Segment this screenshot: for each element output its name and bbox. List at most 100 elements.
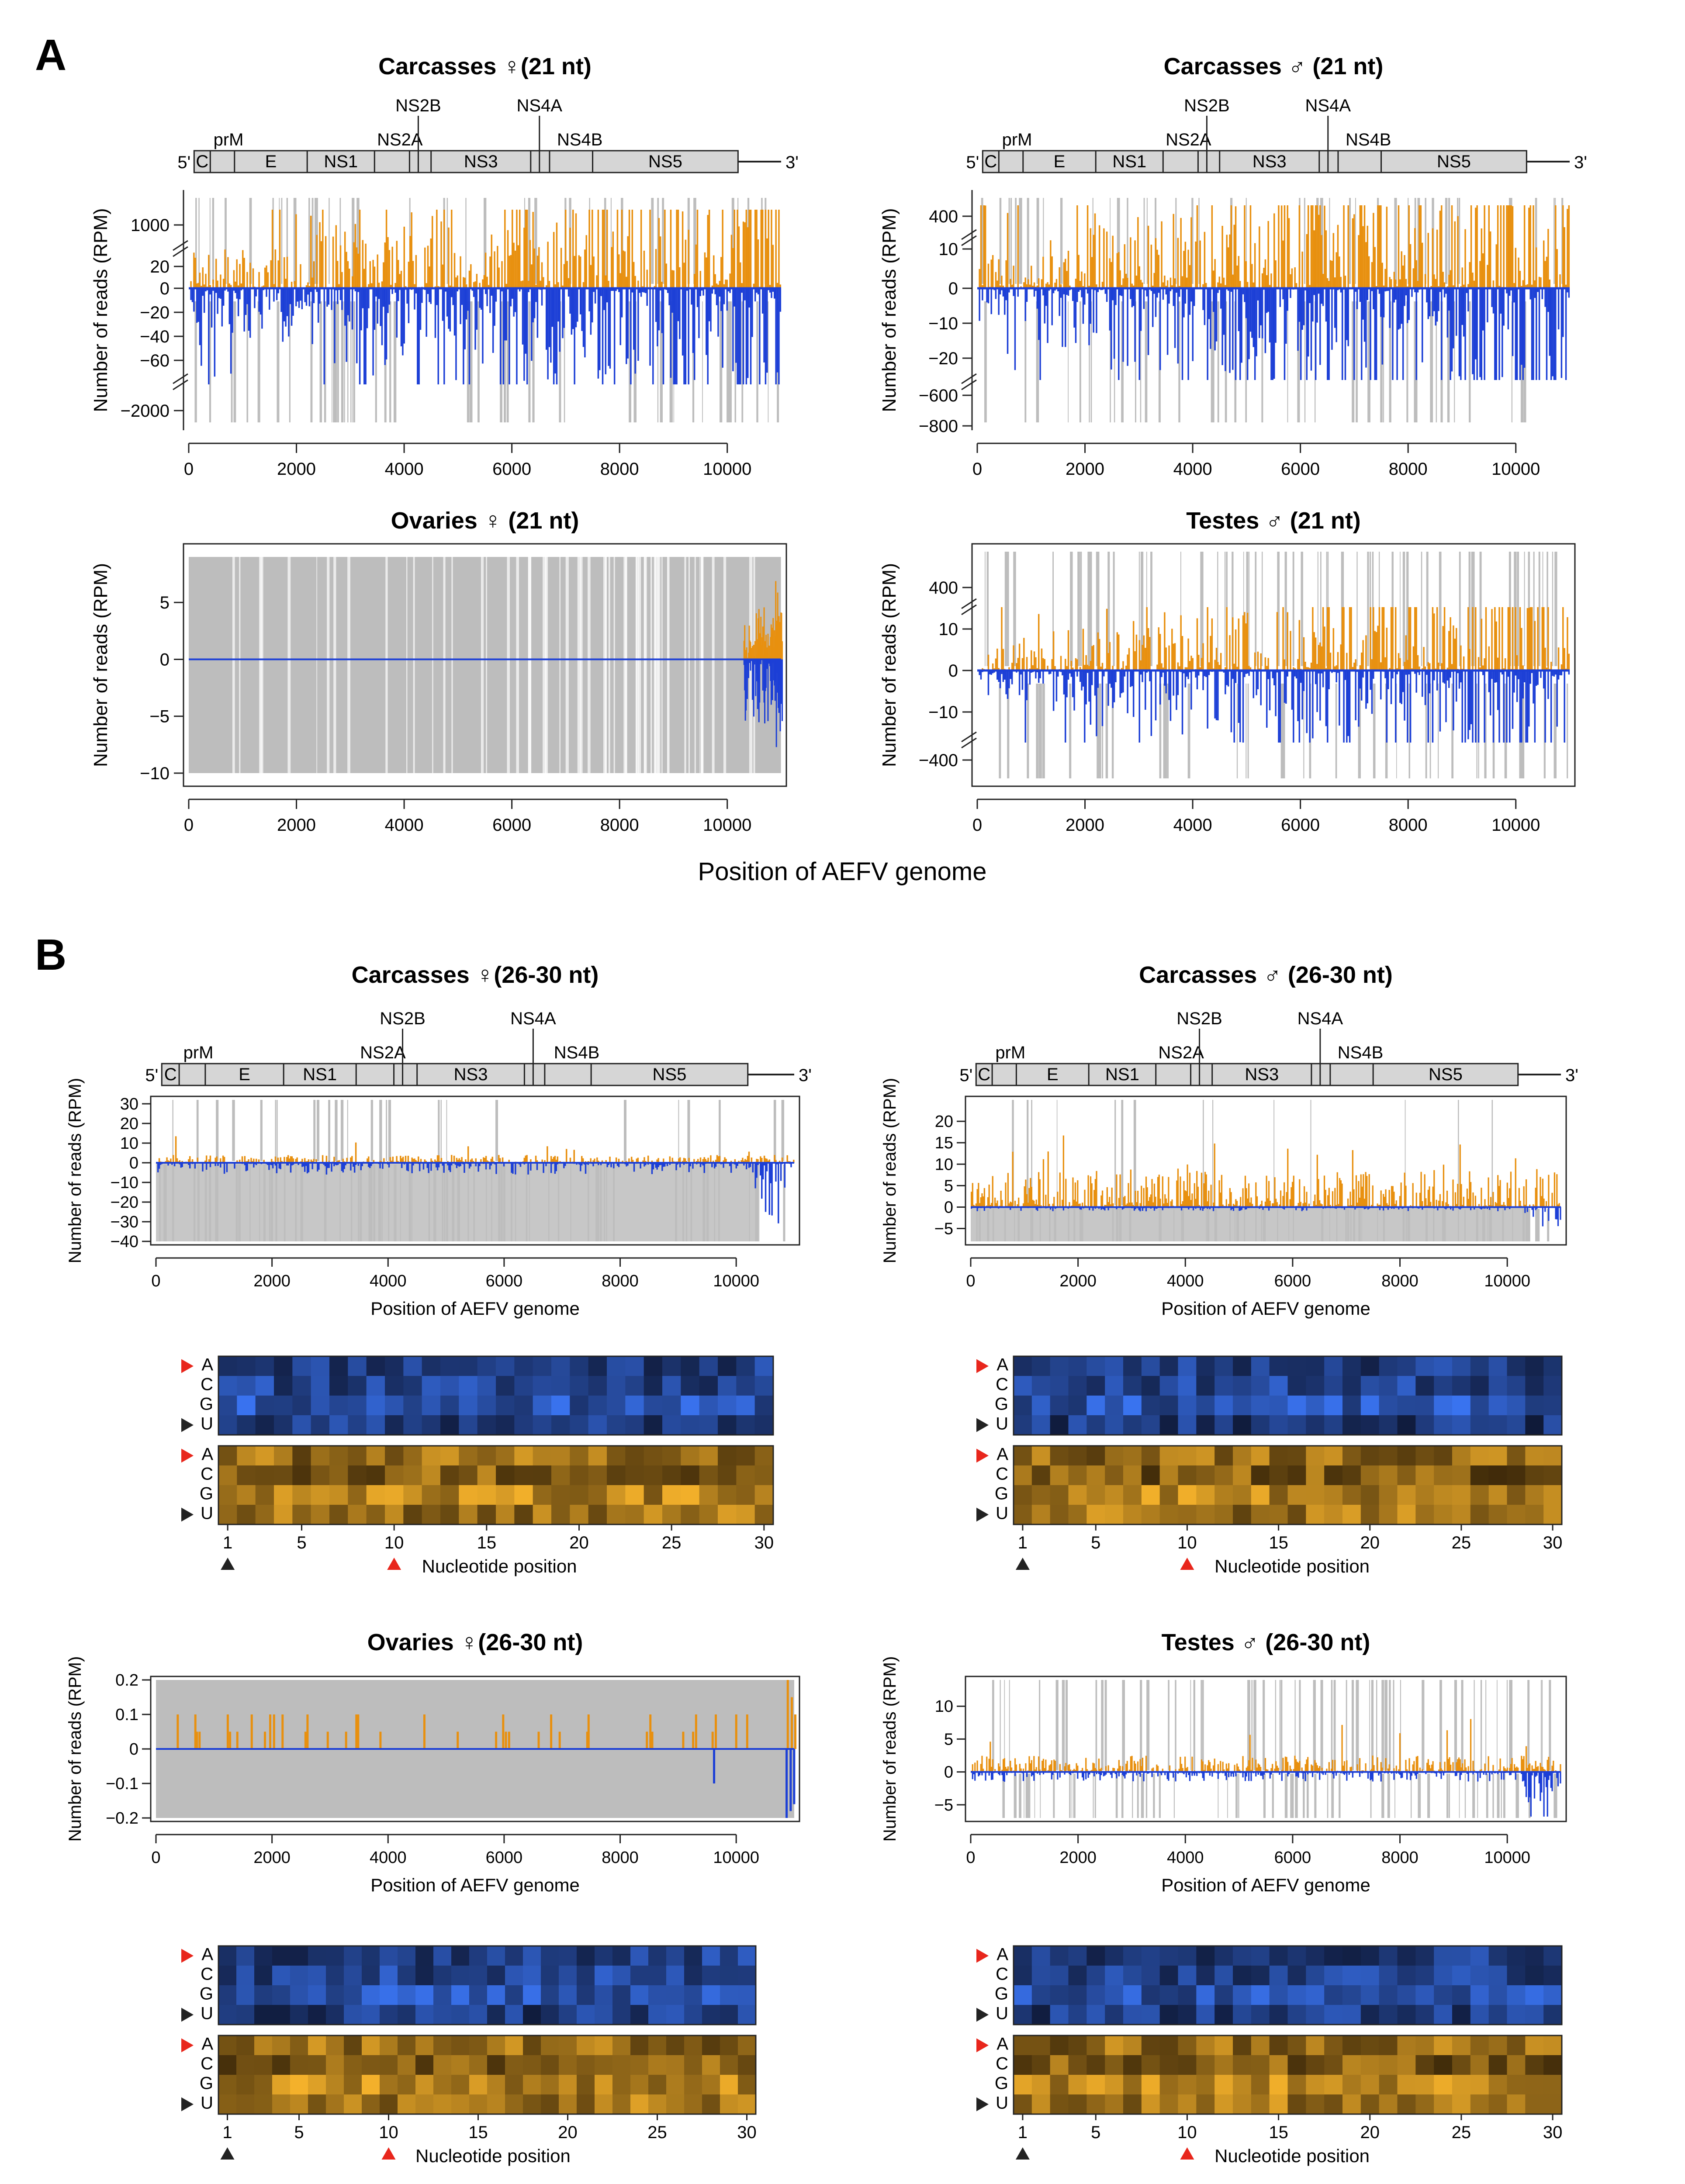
- sense-bar: [1463, 656, 1465, 670]
- antisense-bar: [1417, 288, 1419, 293]
- sense-bar: [181, 1161, 183, 1163]
- sense-bar: [1002, 285, 1004, 288]
- sense-bar: [569, 1158, 571, 1163]
- sense-bar: [1392, 607, 1394, 670]
- sense-bar: [1504, 658, 1506, 670]
- sense-bar: [716, 1155, 718, 1163]
- sense-bar: [471, 1158, 473, 1163]
- antisense-bar: [355, 1163, 357, 1165]
- missing-data-bar: [1007, 684, 1010, 778]
- sense-bar: [1367, 225, 1369, 288]
- antisense-bar: [307, 288, 309, 295]
- antisense-bar: [1435, 288, 1436, 326]
- antisense-bar: [1082, 288, 1084, 324]
- antisense-bar: [1446, 670, 1449, 681]
- antisense-bar: [280, 1163, 281, 1169]
- missing-data-area: [189, 557, 781, 773]
- sense-bar: [1031, 650, 1032, 670]
- antisense-bar: [476, 288, 478, 330]
- sense-bar: [346, 252, 347, 288]
- antisense-bar: [693, 288, 695, 380]
- antisense-bar: [668, 288, 670, 305]
- sense-bar: [1229, 1188, 1231, 1207]
- sense-bar: [971, 1192, 972, 1207]
- sense-bar: [394, 283, 396, 288]
- antisense-bar: [1534, 288, 1536, 298]
- sense-bar: [1157, 1177, 1159, 1207]
- missing-data-bar: [528, 198, 529, 284]
- missing-data-bar: [1277, 552, 1280, 666]
- antisense-bar: [661, 1163, 663, 1171]
- antisense-bar: [1443, 288, 1446, 297]
- sense-bar: [1090, 1176, 1092, 1207]
- sense-bar: [514, 250, 516, 288]
- sense-bar: [1419, 205, 1420, 288]
- antisense-bar: [1248, 288, 1250, 359]
- antisense-bar: [1239, 670, 1241, 743]
- antisense-bar: [1310, 288, 1312, 371]
- missing-data-bar: [1090, 301, 1092, 422]
- antisense-bar: [292, 288, 294, 316]
- sense-bar: [1476, 205, 1478, 288]
- antisense-bar: [656, 1163, 658, 1170]
- antisense-bar: [766, 1163, 768, 1171]
- antisense-bar: [1325, 288, 1327, 322]
- sense-bar: [351, 1156, 353, 1163]
- missing-data-bar: [281, 198, 283, 284]
- antisense-bar: [658, 288, 660, 331]
- antisense-bar: [1150, 670, 1152, 736]
- sense-bar: [744, 625, 746, 660]
- sense-bar: [573, 1150, 575, 1163]
- sense-bar: [1417, 280, 1419, 288]
- sense-bar: [388, 250, 391, 288]
- sense-bar: [1187, 638, 1189, 670]
- sense-bar: [572, 210, 574, 288]
- antisense-bar: [1131, 288, 1133, 308]
- sense-bar: [1246, 612, 1249, 670]
- sense-bar: [1001, 1200, 1003, 1207]
- antisense-bar: [741, 288, 743, 293]
- antisense-bar: [1394, 288, 1397, 300]
- sense-bar: [1205, 1174, 1207, 1207]
- sense-bar: [224, 249, 226, 288]
- antisense-bar: [575, 288, 577, 328]
- sense-bar: [1454, 221, 1456, 288]
- sense-bar: [763, 607, 765, 660]
- sense-bar: [1467, 284, 1469, 288]
- antisense-bar: [1438, 288, 1439, 311]
- sense-bar: [1149, 637, 1151, 670]
- antisense-bar: [1109, 670, 1111, 684]
- sense-bar: [479, 283, 481, 288]
- antisense-bar: [453, 288, 456, 336]
- sense-bar: [987, 263, 990, 288]
- antisense-bar: [369, 1163, 371, 1168]
- antisense-bar: [1115, 670, 1117, 682]
- sense-bar: [1150, 245, 1152, 288]
- antisense-bar: [1464, 288, 1466, 380]
- antisense-bar: [489, 288, 491, 313]
- missing-data-bar: [1310, 1100, 1311, 1206]
- antisense-bar: [401, 1163, 403, 1168]
- antisense-bar: [455, 288, 457, 380]
- antisense-bar: [1230, 670, 1232, 733]
- sense-bar: [574, 256, 575, 288]
- x-tick-label: 10000: [1491, 460, 1540, 479]
- antisense-bar: [1475, 288, 1477, 359]
- antisense-bar: [760, 659, 762, 664]
- sense-bar: [1199, 667, 1201, 670]
- antisense-bar: [1409, 670, 1412, 743]
- antisense-bar: [613, 288, 616, 384]
- sense-bar: [1334, 277, 1336, 288]
- sense-bar: [1153, 1183, 1156, 1207]
- sense-bar: [1543, 607, 1545, 670]
- data-gap: [656, 557, 659, 773]
- antisense-bar: [1229, 288, 1231, 373]
- antisense-bar: [1111, 670, 1112, 688]
- missing-data-bar: [984, 301, 987, 422]
- antisense-bar: [1119, 670, 1121, 698]
- antisense-bar: [1404, 670, 1405, 721]
- genome-5prime: 5': [177, 153, 190, 172]
- missing-data-bar: [719, 1100, 720, 1161]
- sense-bar: [1407, 660, 1408, 670]
- antisense-bar: [1180, 1207, 1183, 1211]
